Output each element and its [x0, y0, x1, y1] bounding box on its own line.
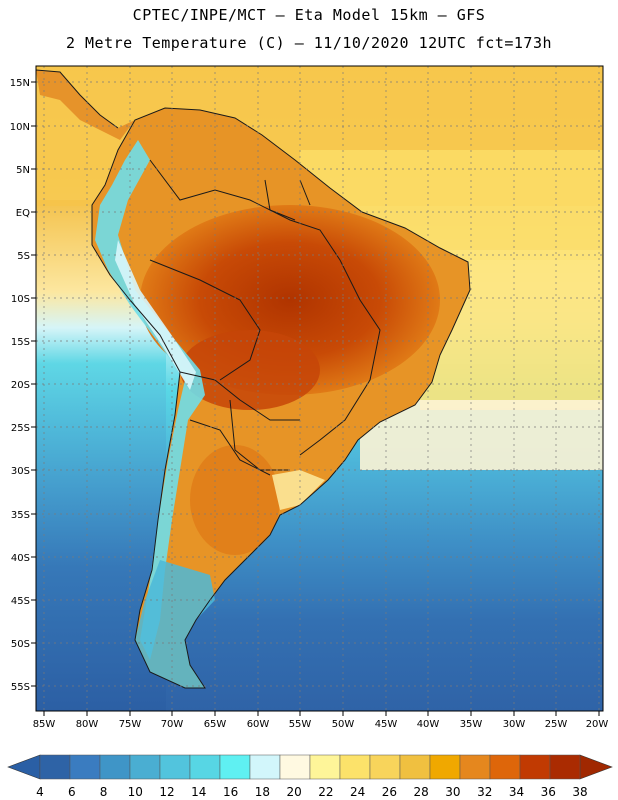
latitude-labels: 15N 10N 5N EQ 5S 10S 15S 20S 25S 30S 35S… [10, 78, 30, 693]
lon-label: 50W [332, 719, 355, 730]
lat-label: 45S [11, 596, 30, 607]
colorbar-label: 26 [382, 785, 397, 799]
lat-label: 10N [10, 122, 30, 133]
graticule [36, 66, 603, 711]
lat-label: 40S [11, 553, 30, 564]
lon-label: 65W [204, 719, 227, 730]
lat-label: 10S [11, 294, 30, 305]
lon-label: 40W [417, 719, 440, 730]
lat-label: 35S [11, 510, 30, 521]
colorbar-label: 16 [223, 785, 238, 799]
colorbar-cell [279, 754, 311, 780]
lon-label: 45W [375, 719, 398, 730]
colorbar-cell [69, 754, 101, 780]
colorbar-label: 10 [128, 785, 143, 799]
lon-label: 80W [76, 719, 99, 730]
map-title-line2: 2 Metre Temperature (C) – 11/10/2020 12U… [65, 34, 553, 52]
colorbar-label: 38 [572, 785, 587, 799]
colorbar-high-arrow [579, 754, 613, 780]
colorbar-label: 24 [350, 785, 365, 799]
colorbar-cell [189, 754, 221, 780]
colorbar-cell [519, 754, 551, 780]
lon-label: 25W [545, 719, 568, 730]
colorbar-cell [99, 754, 131, 780]
colorbar-label: 28 [414, 785, 429, 799]
uruguay-coast [272, 470, 325, 510]
map-title-line1: CPTEC/INPE/MCT – Eta Model 15km – GFS [132, 6, 486, 24]
lat-label: 5S [17, 251, 30, 262]
lat-label: 15S [11, 337, 30, 348]
colorbar-cell [309, 754, 341, 780]
colorbar-cell [39, 754, 71, 780]
lat-label: 20S [11, 380, 30, 391]
colorbar-label: 8 [100, 785, 108, 799]
longitude-labels: 85W 80W 75W 70W 65W 60W 55W 50W 45W 40W … [33, 719, 609, 730]
colorbar-cell [459, 754, 491, 780]
colorbar-cell [489, 754, 521, 780]
lon-label: 30W [503, 719, 526, 730]
lon-label: 20W [586, 719, 609, 730]
colorbar-label: 34 [509, 785, 524, 799]
map-frame [35, 65, 604, 712]
colorbar-label: 14 [191, 785, 206, 799]
lon-label: 60W [247, 719, 270, 730]
lat-label: 30S [11, 466, 30, 477]
lat-label: EQ [16, 208, 30, 219]
colorbar-label: 22 [318, 785, 333, 799]
colorbar-label: 18 [255, 785, 270, 799]
colorbar-cell [369, 754, 401, 780]
lat-label: 50S [11, 639, 30, 650]
lat-label: 5N [16, 165, 30, 176]
axis-ticks [31, 81, 600, 716]
colorbar-cell [249, 754, 281, 780]
colorbar-cell [549, 754, 581, 780]
colorbar-label: 30 [445, 785, 460, 799]
colorbar-label: 4 [36, 785, 44, 799]
colorbar-cell [159, 754, 191, 780]
lon-label: 55W [289, 719, 312, 730]
colorbar-label: 20 [286, 785, 301, 799]
lon-label: 35W [460, 719, 483, 730]
lat-label: 15N [10, 78, 30, 89]
colorbar: 4 6 8 10 12 14 16 18 20 22 24 26 28 30 32 34 36 38 [7, 754, 613, 799]
colorbar-label: 32 [477, 785, 492, 799]
colorbar-label: 12 [159, 785, 174, 799]
colorbar-cell [339, 754, 371, 780]
lat-label: 55S [11, 682, 30, 693]
temperature-field [36, 66, 603, 711]
colorbar-cell [399, 754, 431, 780]
lat-label: 25S [11, 423, 30, 434]
colorbar-cell [219, 754, 251, 780]
andes-snow [115, 240, 196, 390]
colorbar-cell [129, 754, 161, 780]
argentina-warm [190, 445, 280, 555]
lon-label: 75W [119, 719, 142, 730]
southern-cone-cool [135, 560, 215, 688]
lon-label: 85W [33, 719, 56, 730]
colorbar-low-arrow [7, 754, 41, 780]
colorbar-labels: 4 6 8 10 12 14 16 18 20 22 24 26 28 30 32 34 36 38 [36, 785, 587, 799]
lon-label: 70W [161, 719, 184, 730]
colorbar-label: 6 [68, 785, 76, 799]
colorbar-cells [39, 754, 581, 780]
colorbar-cell [429, 754, 461, 780]
colorbar-label: 36 [541, 785, 556, 799]
